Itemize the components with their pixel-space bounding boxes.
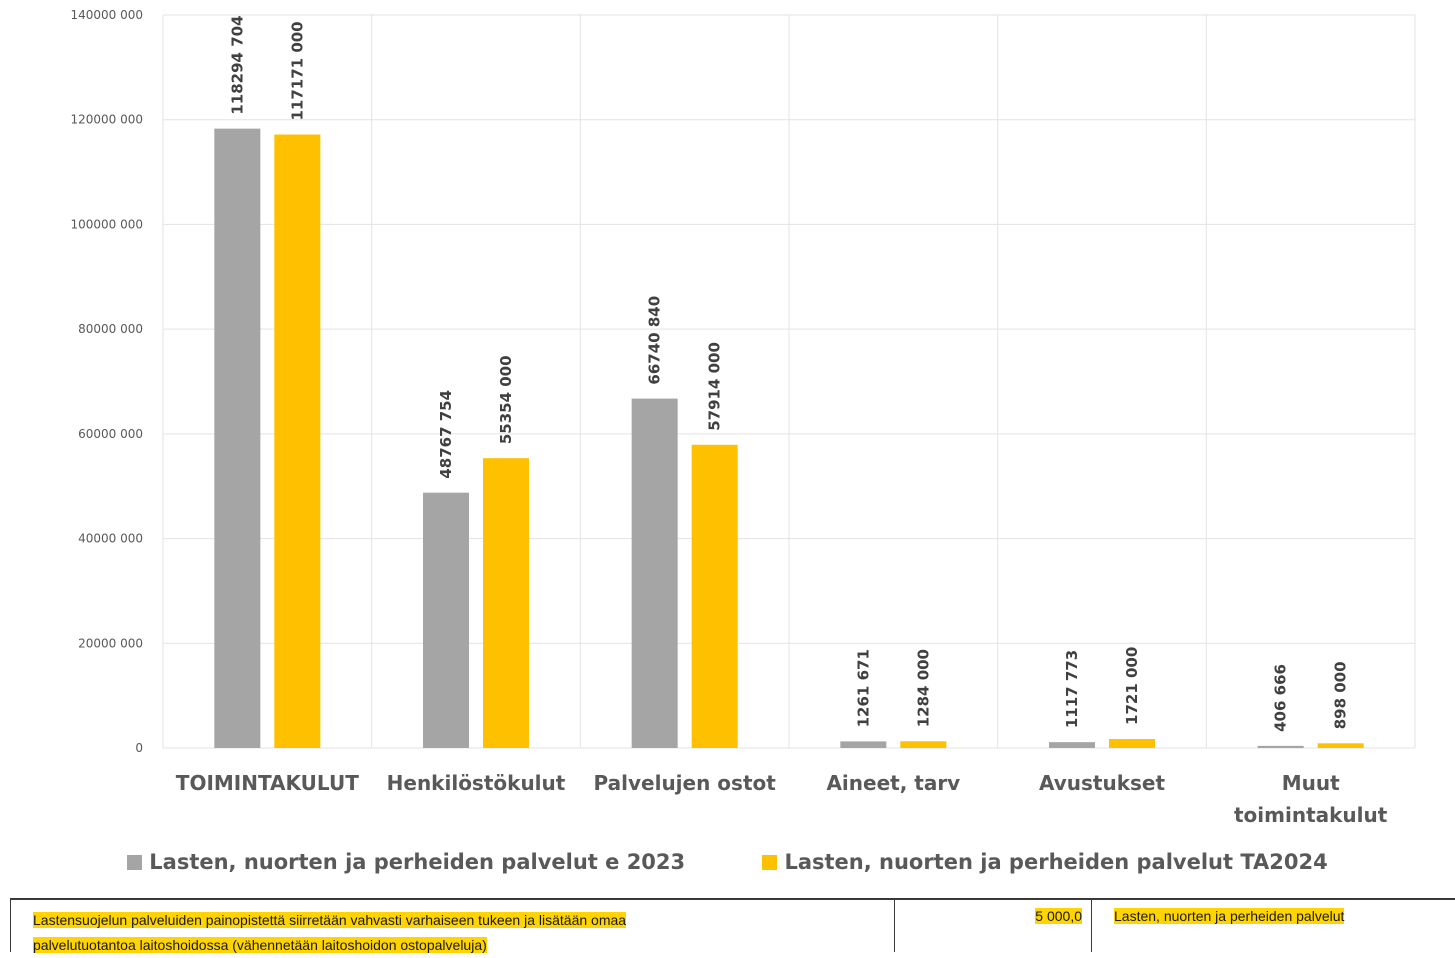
bar-chart: 0 20000 000 40000 000 60000 000 80000 000 100… [70, 8, 1416, 827]
bar-2024-1 [483, 458, 529, 748]
data-label-2024-3: 1284 000 [914, 649, 932, 727]
bar-2023-0 [214, 128, 261, 749]
y-tick-label: 120000 000 [70, 113, 143, 127]
x-tick-label: toimintakulut [1234, 803, 1388, 827]
bar-2023-1 [423, 492, 469, 748]
data-label-2023-2: 66740 840 [646, 296, 664, 385]
bar-2023-2 [631, 398, 678, 748]
data-label-2024-2: 57914 000 [706, 342, 724, 431]
data-label-2024-5: 898 000 [1332, 661, 1350, 729]
x-tick-label: Palvelujen ostot [594, 771, 777, 795]
data-label-2024-0: 117171 000 [288, 21, 306, 120]
chart-bars [214, 128, 1364, 749]
y-tick-label: 40000 000 [78, 532, 143, 546]
bar-2024-0 [274, 134, 321, 748]
bar-2024-4 [1109, 738, 1155, 748]
data-label-2024-1: 55354 000 [497, 355, 515, 444]
data-label-2024-4: 1721 000 [1123, 647, 1141, 725]
x-axis: TOIMINTAKULUT Henkilöstökulut Palvelujen o… [176, 771, 1388, 827]
legend-item-2024: Lasten, nuorten ja perheiden palvelut TA… [762, 850, 1328, 874]
data-label-2023-3: 1261 671 [854, 649, 872, 727]
bar-2023-5 [1257, 745, 1304, 748]
legend-swatch-2023 [127, 854, 143, 870]
y-tick-label: 0 [135, 741, 143, 755]
data-label-2023-1: 48767 754 [437, 390, 455, 479]
amount-value: 5 000,0 [1035, 908, 1082, 924]
legend-label-2024: Lasten, nuorten ja perheiden palvelut TA… [784, 850, 1328, 874]
y-tick-label: 20000 000 [78, 636, 143, 650]
x-tick-label: Henkilöstökulut [387, 771, 566, 795]
y-axis: 0 20000 000 40000 000 60000 000 80000 000 100… [70, 8, 143, 755]
bar-2023-3 [840, 741, 887, 748]
x-tick-label: Avustukset [1039, 771, 1166, 795]
y-tick-label: 100000 000 [70, 217, 143, 231]
chart-grid [162, 14, 1416, 749]
budget-table-row: Lastensuojelun palveluiden painopistettä… [10, 898, 1455, 953]
bar-2024-2 [691, 444, 738, 748]
data-label-2023-4: 1117 773 [1063, 650, 1081, 728]
bar-2023-4 [1049, 742, 1095, 748]
chart-legend: Lasten, nuorten ja perheiden palvelut e … [0, 850, 1455, 875]
legend-label-2023: Lasten, nuorten ja perheiden palvelut e … [149, 850, 686, 874]
data-labels: 118294 704 117171 000 48767 754 55354 000 66… [228, 15, 1349, 731]
table-cell-amount: 5 000,0 [894, 900, 1090, 952]
description-line-1: Lastensuojelun palveluiden painopistettä… [33, 912, 627, 928]
table-cell-description: Lastensuojelun palveluiden painopistettä… [33, 900, 893, 953]
x-tick-label: Muut [1282, 771, 1340, 795]
table-cell-unit: Lasten, nuorten ja perheiden palvelut [1091, 900, 1455, 952]
legend-item-2023: Lasten, nuorten ja perheiden palvelut e … [127, 850, 685, 874]
data-label-2023-0: 118294 704 [228, 15, 246, 114]
y-tick-label: 60000 000 [78, 427, 143, 441]
y-tick-label: 80000 000 [78, 322, 143, 336]
y-tick-label: 140000 000 [70, 8, 143, 22]
legend-swatch-2024 [762, 854, 778, 870]
x-tick-label: TOIMINTAKULUT [176, 771, 359, 795]
bar-2024-5 [1317, 743, 1364, 748]
unit-name: Lasten, nuorten ja perheiden palvelut [1114, 908, 1345, 924]
data-label-2023-5: 406 666 [1272, 664, 1290, 732]
description-line-2: palvelutuotantoa laitoshoidossa (vähenne… [33, 937, 487, 953]
x-tick-label: Aineet, tarv [826, 771, 960, 795]
bar-2024-3 [900, 741, 947, 748]
